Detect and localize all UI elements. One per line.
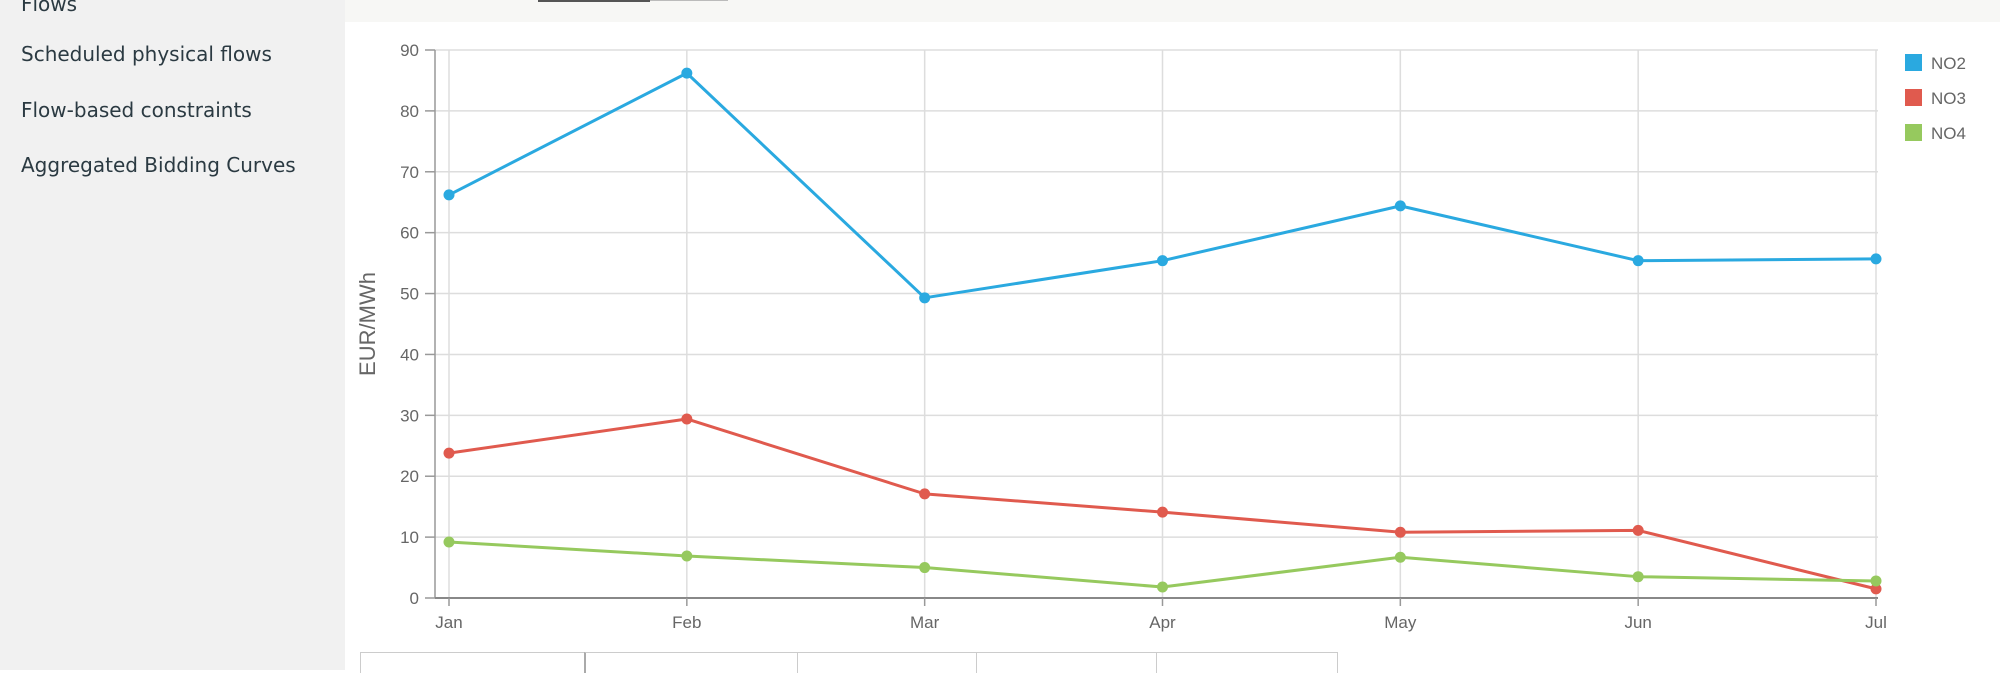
y-tick-label: 60 bbox=[400, 224, 419, 243]
data-point[interactable] bbox=[1157, 506, 1168, 518]
data-point[interactable] bbox=[919, 292, 931, 304]
series-no3 bbox=[443, 413, 1882, 595]
y-tick-label: 10 bbox=[400, 528, 419, 547]
data-point[interactable] bbox=[681, 67, 693, 79]
chart-series bbox=[443, 67, 1882, 595]
legend-swatch bbox=[1905, 89, 1922, 106]
series-no4 bbox=[443, 536, 1882, 593]
x-tick-label: Apr bbox=[1149, 613, 1176, 632]
sidebar: Flows Scheduled physical flows Flow-base… bbox=[0, 0, 345, 670]
data-point[interactable] bbox=[1632, 571, 1644, 583]
y-tick-label: 40 bbox=[400, 345, 419, 364]
data-point[interactable] bbox=[1157, 255, 1168, 267]
data-point[interactable] bbox=[1632, 255, 1644, 267]
y-tick-label: 70 bbox=[400, 163, 419, 182]
x-tick-label: Mar bbox=[910, 613, 940, 632]
x-tick-label: Feb bbox=[672, 613, 701, 632]
y-tick-label: 30 bbox=[400, 406, 419, 425]
data-point[interactable] bbox=[1870, 575, 1882, 587]
chart-axes bbox=[434, 50, 1878, 599]
tab-indicator bbox=[538, 0, 650, 2]
y-axis-label: EUR/MWh bbox=[355, 272, 380, 376]
y-tick-label: 90 bbox=[400, 41, 419, 60]
data-point[interactable] bbox=[919, 562, 931, 574]
legend-label[interactable]: NO3 bbox=[1931, 89, 1966, 108]
x-tick-label: Jun bbox=[1624, 613, 1651, 632]
y-axis-ticks: 0 10 20 30 40 50 60 70 80 90 bbox=[400, 41, 435, 608]
y-tick-label: 80 bbox=[400, 102, 419, 121]
data-point[interactable] bbox=[1157, 581, 1168, 593]
data-point[interactable] bbox=[681, 550, 693, 562]
data-point[interactable] bbox=[1870, 253, 1882, 265]
y-tick-label: 50 bbox=[400, 285, 419, 304]
chart-legend: NO2 NO3 NO4 bbox=[1905, 54, 1966, 143]
tab-indicator-secondary bbox=[650, 0, 728, 1]
legend-swatch bbox=[1905, 124, 1922, 141]
x-tick-label: Jul bbox=[1865, 613, 1887, 632]
legend-swatch bbox=[1905, 54, 1922, 71]
x-axis-ticks: Jan Feb Mar Apr May Jun Jul bbox=[435, 598, 1887, 632]
y-tick-label: 20 bbox=[400, 467, 419, 486]
data-point[interactable] bbox=[1632, 524, 1644, 536]
data-point[interactable] bbox=[919, 488, 931, 500]
top-bar bbox=[345, 0, 2000, 22]
data-point[interactable] bbox=[1394, 551, 1406, 563]
data-point[interactable] bbox=[1870, 583, 1882, 595]
sidebar-item-aggregated-bidding-curves[interactable]: Aggregated Bidding Curves bbox=[21, 153, 296, 177]
sidebar-item-flow-based-constraints[interactable]: Flow-based constraints bbox=[21, 98, 252, 122]
y-tick-label: 0 bbox=[410, 589, 419, 608]
legend-label[interactable]: NO2 bbox=[1931, 54, 1966, 73]
data-point[interactable] bbox=[443, 447, 455, 459]
data-point[interactable] bbox=[1394, 200, 1406, 212]
x-tick-label: Jan bbox=[435, 613, 462, 632]
sidebar-item-scheduled-physical-flows[interactable]: Scheduled physical flows bbox=[21, 42, 272, 66]
chart-grid bbox=[435, 49, 1878, 598]
sidebar-item-flows[interactable]: Flows bbox=[21, 0, 78, 16]
series-no2 bbox=[443, 67, 1882, 304]
data-point[interactable] bbox=[443, 536, 455, 548]
data-point[interactable] bbox=[443, 189, 455, 201]
line-chart: 0 10 20 30 40 50 60 70 80 90 Jan Feb Mar Apr May Jun Ju… bbox=[355, 41, 1966, 632]
legend-label[interactable]: NO4 bbox=[1931, 124, 1966, 143]
data-point[interactable] bbox=[681, 413, 693, 425]
table-header-cell bbox=[1156, 652, 1338, 673]
data-point[interactable] bbox=[1394, 526, 1406, 538]
x-tick-label: May bbox=[1384, 613, 1417, 632]
